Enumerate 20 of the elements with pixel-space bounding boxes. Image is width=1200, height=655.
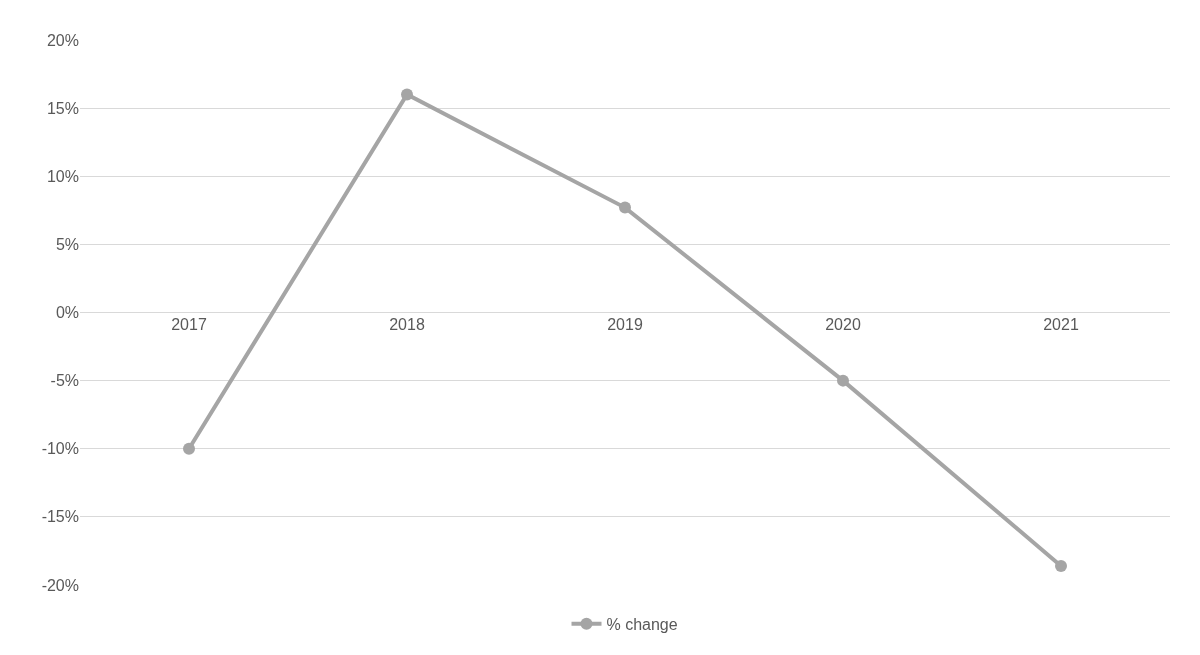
y-tick-label: 0% xyxy=(55,304,79,322)
y-tick-label: 15% xyxy=(46,99,79,117)
point xyxy=(837,374,849,387)
y-tick-label: -15% xyxy=(41,508,79,526)
y-tick-label: -20% xyxy=(41,576,79,594)
y-tick-label: -5% xyxy=(50,372,79,390)
point xyxy=(401,88,413,101)
x-tick-label: 2017 xyxy=(171,315,207,333)
point xyxy=(1055,559,1067,572)
point xyxy=(619,201,631,214)
x-tick-label: 2019 xyxy=(607,315,643,333)
point xyxy=(183,442,195,455)
x-tick-label: 2018 xyxy=(389,315,425,333)
y-tick-label: 5% xyxy=(55,235,79,253)
x-tick-label: 2020 xyxy=(825,315,861,333)
y-tick-label: -10% xyxy=(41,440,79,458)
y-tick-label: 10% xyxy=(46,167,79,185)
x-tick-label: 2021 xyxy=(1043,315,1079,333)
y-tick-label: 20% xyxy=(46,31,79,49)
legend-label: % change xyxy=(606,615,678,633)
